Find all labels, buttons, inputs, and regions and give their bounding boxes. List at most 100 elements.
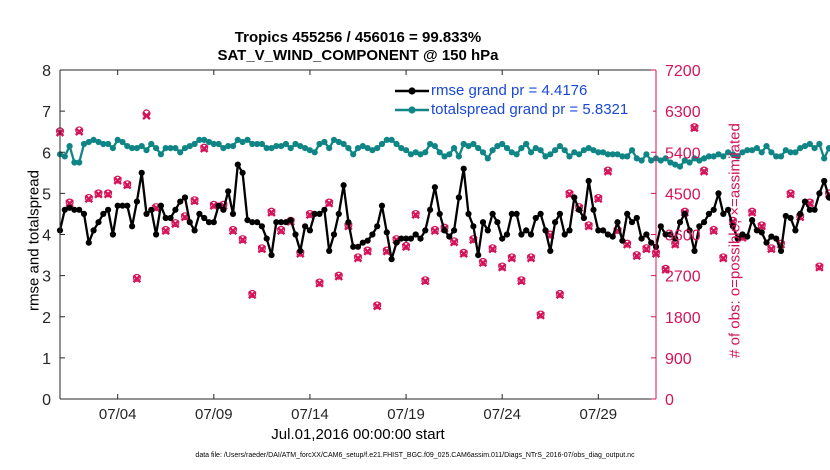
rmse-point — [475, 252, 482, 259]
totalspread-point — [753, 145, 761, 152]
totalspread-point — [71, 159, 78, 166]
obs_assimilated-point — [642, 244, 651, 254]
y-tick-label: 5 — [42, 186, 51, 203]
totalspread-point — [263, 145, 270, 152]
obs_possible-point — [786, 189, 795, 198]
obs_possible-point — [267, 207, 276, 216]
y2-tick-label: 900 — [665, 351, 692, 368]
y-tick-label: 0 — [42, 392, 51, 409]
legend: rmse grand pr = 4.4176 totalspread grand… — [393, 81, 653, 121]
obs_assimilated-point — [103, 190, 113, 199]
obs_assimilated-point — [401, 242, 411, 252]
obs_possible-point — [123, 180, 132, 189]
totalspread-point — [441, 153, 448, 160]
totalspread-point — [273, 143, 280, 150]
legend-entry-rmse: rmse grand pr = 4.4176 — [393, 81, 653, 101]
totalspread-point — [85, 138, 92, 146]
rmse-point — [100, 210, 107, 217]
rmse-point — [105, 206, 112, 213]
rmse-point — [609, 233, 616, 240]
totalspread-point — [696, 157, 703, 164]
totalspread-point — [734, 153, 741, 160]
totalspread-point — [475, 145, 482, 152]
totalspread-point — [378, 140, 386, 148]
totalspread-point — [229, 143, 237, 150]
totalspread-point — [787, 149, 794, 156]
obs_assimilated-point — [507, 254, 517, 263]
rmse-point — [614, 219, 621, 226]
rmse-point — [177, 198, 184, 205]
obs_possible-point — [190, 196, 199, 205]
obs_possible-point — [238, 235, 247, 244]
totalspread-point — [306, 147, 313, 154]
rmse-point — [503, 231, 511, 238]
obs_assimilated-point — [767, 244, 776, 254]
rmse-point — [359, 239, 366, 246]
legend-swatch-totalspread — [395, 106, 429, 114]
obs_assimilated-point — [786, 190, 795, 199]
obs_possible-point — [161, 225, 170, 234]
totalspread-point — [239, 138, 246, 146]
totalspread-point — [311, 149, 318, 156]
rmse-point — [580, 214, 588, 222]
totalspread-point — [114, 136, 121, 143]
rmse-point — [710, 206, 717, 213]
totalspread-point — [825, 145, 830, 152]
rmse-point — [181, 194, 189, 201]
totalspread-point — [643, 151, 650, 158]
obs_assimilated-point — [757, 222, 766, 231]
obs_possible-point — [642, 244, 651, 253]
totalspread-point — [811, 145, 818, 152]
rmse-point — [494, 219, 501, 226]
y2-tick-label: 4500 — [665, 186, 701, 203]
rmse-point — [229, 210, 237, 217]
rmse-point — [773, 235, 780, 242]
rmse-point — [686, 227, 693, 234]
series-lines — [56, 136, 830, 263]
obs_possible-point — [430, 225, 439, 234]
legend-label-rmse: rmse grand pr = 4.4176 — [431, 82, 588, 99]
totalspread-point — [369, 147, 376, 154]
legend-label-totalspread: totalspread grand pr = 5.8321 — [431, 101, 629, 118]
totalspread-point — [172, 145, 179, 152]
rmse-point — [734, 235, 741, 242]
totalspread-point — [566, 153, 573, 160]
rmse-point — [513, 210, 520, 217]
totalspread-point — [162, 145, 169, 152]
totalspread-point — [537, 147, 544, 154]
rmse-point — [576, 206, 583, 213]
obs_assimilated-point — [113, 176, 122, 185]
rmse-point — [234, 161, 241, 168]
rmse-point — [345, 219, 352, 226]
rmse-point — [619, 237, 626, 244]
rmse-point — [422, 227, 429, 234]
chart-title: Tropics 455256 / 456016 = 99.833% — [234, 29, 482, 46]
rmse-point — [85, 239, 92, 246]
totalspread-point — [422, 149, 429, 156]
totalspread-point — [561, 147, 568, 154]
totalspread-point — [215, 140, 222, 148]
obs_possible-point — [277, 225, 286, 234]
x-tick-label: 07/09 — [195, 406, 233, 423]
totalspread-point — [345, 145, 352, 152]
totalspread-point — [600, 149, 607, 156]
totalspread-point — [806, 140, 813, 148]
rmse-point — [547, 247, 554, 254]
rmse-point — [263, 235, 270, 242]
totalspread-point — [691, 155, 698, 162]
totalspread-point — [109, 145, 116, 152]
obs_possible-point — [421, 276, 430, 285]
obs_assimilated-point — [334, 272, 344, 281]
rmse-point — [431, 184, 438, 191]
totalspread-point — [657, 157, 664, 164]
totalspread-point — [479, 149, 487, 156]
totalspread-point — [672, 161, 679, 168]
rmse-point — [205, 219, 213, 226]
rmse-point — [446, 233, 453, 240]
obs_assimilated-point — [161, 226, 170, 236]
rmse-point — [518, 231, 525, 238]
obs_possible-point — [594, 193, 603, 202]
plot-area — [60, 70, 656, 399]
rmse-point — [715, 190, 722, 197]
rmse-point — [369, 231, 376, 238]
